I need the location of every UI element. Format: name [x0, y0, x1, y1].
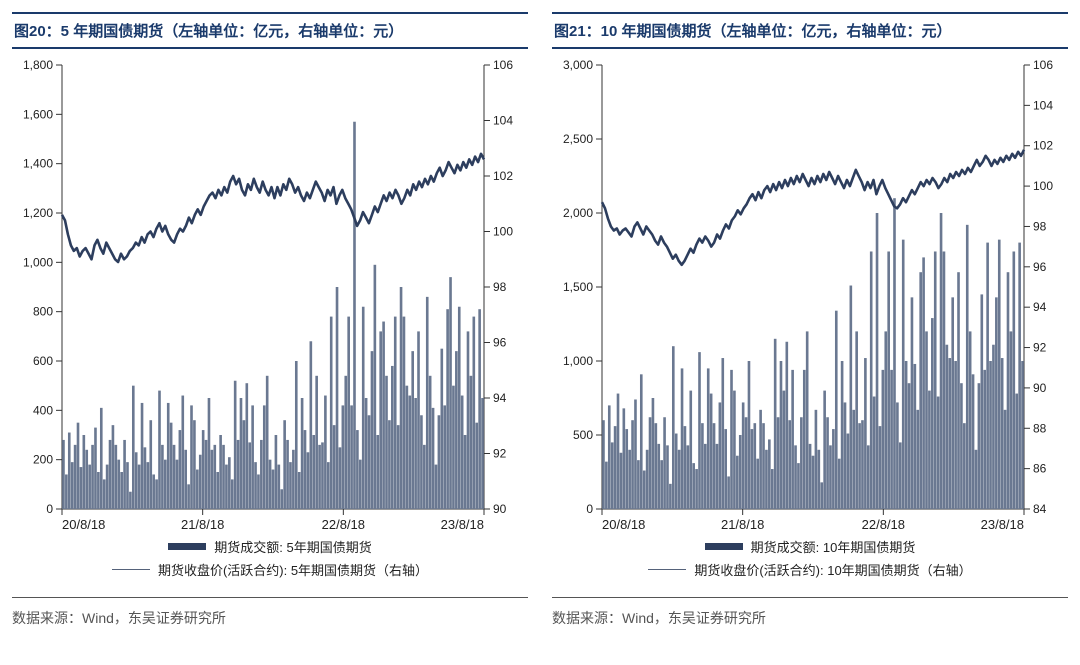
- svg-text:94: 94: [493, 391, 507, 405]
- svg-text:88: 88: [1033, 421, 1047, 435]
- chart-area-20: 0 200 400 600 800 1,000 1,200 1,400 1,600 1,800 90…: [12, 55, 528, 535]
- svg-text:94: 94: [1033, 300, 1047, 314]
- svg-text:200: 200: [33, 453, 53, 467]
- legend-21: 期货成交额: 10年期国债期货 期货收盘价(活跃合约): 10年期国债期货（右轴…: [552, 537, 1068, 579]
- legend-row-line-21: 期货收盘价(活跃合约): 10年期国债期货（右轴）: [648, 560, 971, 579]
- svg-text:86: 86: [1033, 462, 1047, 476]
- svg-text:400: 400: [33, 403, 53, 417]
- legend-swatch-bar-icon: [168, 543, 206, 550]
- svg-text:800: 800: [33, 305, 53, 319]
- panel-left: 图20：5 年期国债期货（左轴单位：亿元，右轴单位：元） 0 200 400 600 8…: [12, 12, 528, 628]
- source-20: 数据来源：Wind，东吴证券研究所: [12, 597, 528, 628]
- legend-label-line-21: 期货收盘价(活跃合约): 10年期国债期货（右轴）: [694, 560, 971, 579]
- chart-svg-21: 0 500 1,000 1,500 2,000 2,500 3,000 84 86 88 90 92 9…: [552, 55, 1068, 535]
- svg-text:20/8/18: 20/8/18: [602, 517, 645, 532]
- chart-svg-20: 0 200 400 600 800 1,000 1,200 1,400 1,600 1,800 90…: [12, 55, 528, 535]
- svg-text:1,800: 1,800: [23, 58, 53, 72]
- svg-text:98: 98: [1033, 219, 1047, 233]
- svg-text:102: 102: [1033, 139, 1053, 153]
- svg-text:98: 98: [493, 280, 507, 294]
- svg-text:0: 0: [46, 502, 53, 516]
- chart-area-21: 0 500 1,000 1,500 2,000 2,500 3,000 84 86 88 90 92 9…: [552, 55, 1068, 535]
- svg-text:92: 92: [1033, 341, 1047, 355]
- legend-row-line-20: 期货收盘价(活跃合约): 5年期国债期货（右轴）: [112, 560, 428, 579]
- svg-text:104: 104: [493, 114, 513, 128]
- svg-text:1,600: 1,600: [23, 107, 53, 121]
- legend-label-bar-21: 期货成交额: 10年期国债期货: [751, 537, 916, 556]
- svg-text:1,400: 1,400: [23, 157, 53, 171]
- svg-text:96: 96: [1033, 260, 1047, 274]
- panel-right: 图21：10 年期国债期货（左轴单位：亿元，右轴单位：元） 0 500 1,000 1…: [552, 12, 1068, 628]
- legend-row-bar-21: 期货成交额: 10年期国债期货: [705, 537, 916, 556]
- svg-text:1,200: 1,200: [23, 206, 53, 220]
- svg-text:102: 102: [493, 169, 513, 183]
- svg-text:90: 90: [493, 502, 507, 516]
- svg-text:100: 100: [1033, 179, 1053, 193]
- legend-label-bar-20: 期货成交额: 5年期国债期货: [214, 537, 371, 556]
- svg-text:100: 100: [493, 225, 513, 239]
- legend-20: 期货成交额: 5年期国债期货 期货收盘价(活跃合约): 5年期国债期货（右轴）: [12, 537, 528, 579]
- svg-text:1,500: 1,500: [563, 280, 593, 294]
- legend-swatch-line-icon: [648, 569, 686, 570]
- source-21: 数据来源：Wind，东吴证券研究所: [552, 597, 1068, 628]
- svg-text:1,000: 1,000: [563, 354, 593, 368]
- svg-text:104: 104: [1033, 98, 1053, 112]
- svg-text:0: 0: [586, 502, 593, 516]
- panels-container: 图20：5 年期国债期货（左轴单位：亿元，右轴单位：元） 0 200 400 600 8…: [12, 12, 1068, 628]
- svg-text:1,000: 1,000: [23, 255, 53, 269]
- legend-swatch-bar-icon: [705, 543, 743, 550]
- legend-swatch-line-icon: [112, 569, 150, 570]
- svg-text:92: 92: [493, 447, 507, 461]
- svg-text:22/8/18: 22/8/18: [862, 517, 905, 532]
- chart-title-20: 图20：5 年期国债期货（左轴单位：亿元，右轴单位：元）: [12, 12, 528, 49]
- legend-label-line-20: 期货收盘价(活跃合约): 5年期国债期货（右轴）: [158, 560, 428, 579]
- svg-text:23/8/18: 23/8/18: [441, 517, 484, 532]
- svg-text:21/8/18: 21/8/18: [721, 517, 764, 532]
- svg-text:2,000: 2,000: [563, 206, 593, 220]
- svg-text:500: 500: [573, 428, 593, 442]
- svg-text:2,500: 2,500: [563, 132, 593, 146]
- svg-text:96: 96: [493, 336, 507, 350]
- svg-text:90: 90: [1033, 381, 1047, 395]
- svg-text:106: 106: [493, 58, 513, 72]
- svg-text:23/8/18: 23/8/18: [981, 517, 1024, 532]
- svg-text:3,000: 3,000: [563, 58, 593, 72]
- svg-text:20/8/18: 20/8/18: [62, 517, 105, 532]
- chart-title-21: 图21：10 年期国债期货（左轴单位：亿元，右轴单位：元）: [552, 12, 1068, 49]
- svg-text:600: 600: [33, 354, 53, 368]
- svg-text:84: 84: [1033, 502, 1047, 516]
- svg-text:22/8/18: 22/8/18: [322, 517, 365, 532]
- svg-text:21/8/18: 21/8/18: [181, 517, 224, 532]
- legend-row-bar-20: 期货成交额: 5年期国债期货: [168, 537, 371, 556]
- svg-text:106: 106: [1033, 58, 1053, 72]
